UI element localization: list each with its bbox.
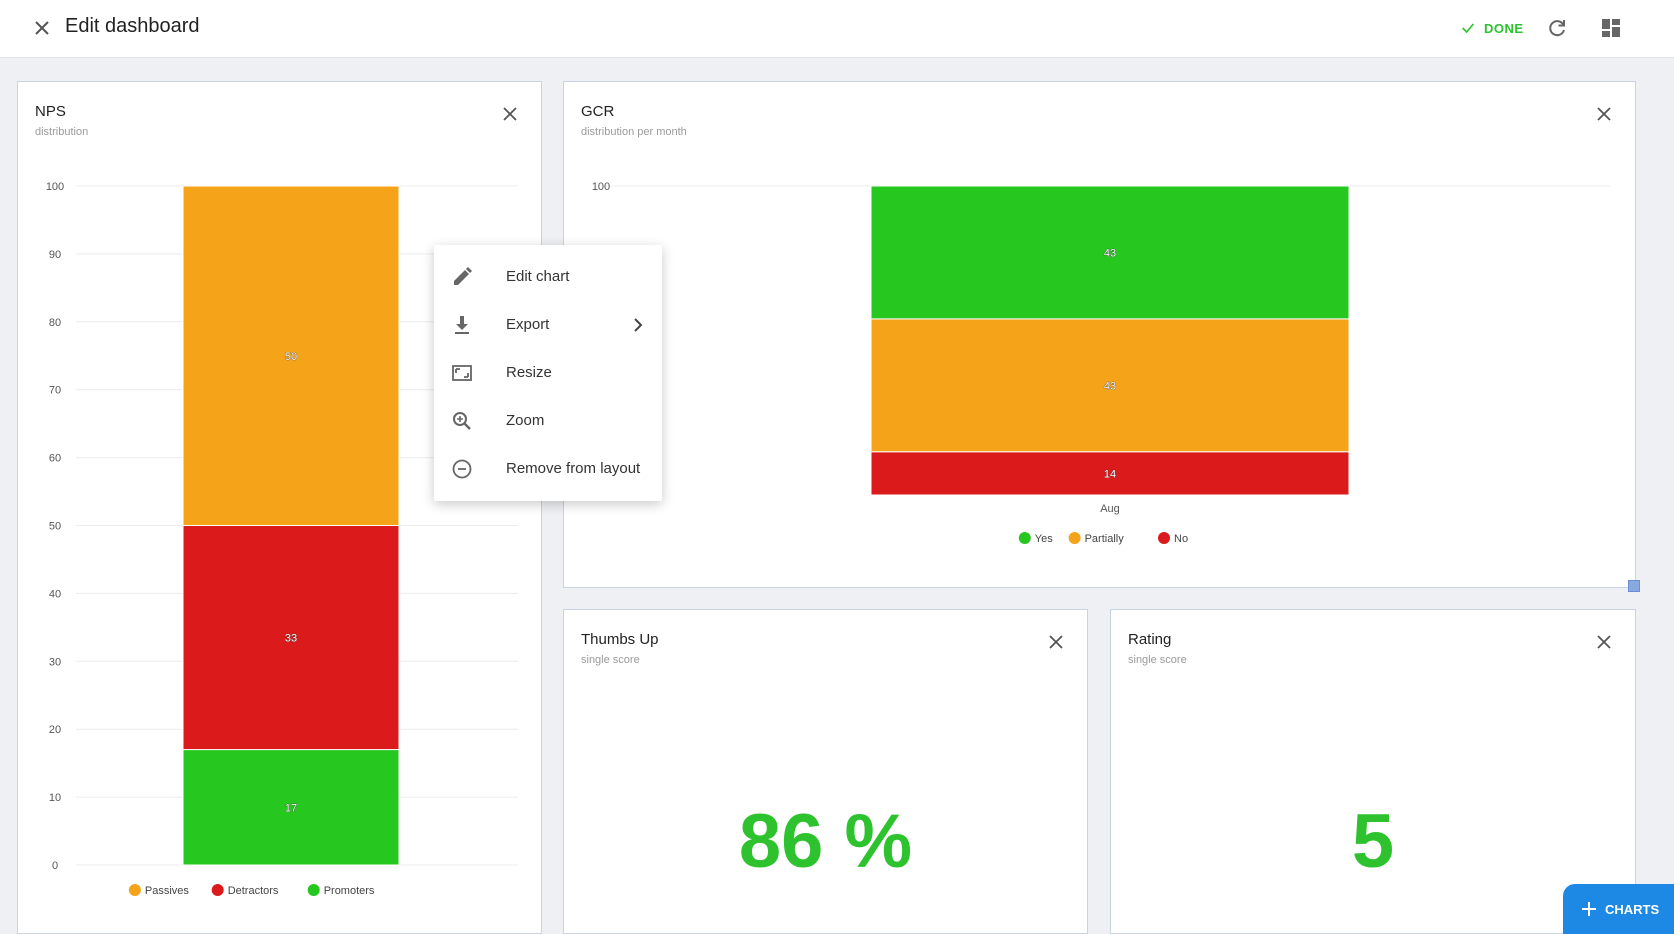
score-value: 86 % (738, 799, 913, 884)
menu-item-zoom[interactable]: Zoom (434, 397, 662, 445)
gcr-chart: 100 14 43 43 Aug Yes Partially No (592, 181, 1610, 545)
bar-segment (870, 185, 1350, 320)
page-title: Edit dashboard (65, 15, 200, 37)
menu-item-label: Export (506, 316, 550, 333)
check-icon (1462, 23, 1474, 34)
legend-label: Partially (1085, 533, 1125, 545)
menu-item-resize[interactable]: Resize (434, 349, 662, 397)
card-subtitle: single score (1128, 654, 1187, 666)
y-tick-label: 40 (49, 588, 61, 600)
add-charts-label: CHARTS (1605, 901, 1660, 917)
data-label: 50 (285, 351, 297, 363)
y-tick-label: 50 (49, 521, 61, 533)
card-title: Thumbs Up (581, 631, 659, 648)
score-value: 5 (1351, 799, 1395, 884)
minus-circle-icon (452, 459, 472, 479)
resize-handle[interactable] (1628, 580, 1640, 592)
close-card-icon[interactable] (500, 104, 520, 124)
close-card-icon[interactable] (1594, 104, 1614, 124)
y-tick-label: 10 (49, 792, 61, 804)
bar-segment (870, 318, 1350, 453)
menu-item-label: Edit chart (506, 268, 570, 285)
top-bar: Edit dashboard DONE (0, 0, 1674, 58)
data-label: 17 (285, 802, 297, 814)
data-label: 14 (1104, 468, 1116, 480)
legend-label: No (1174, 533, 1188, 545)
card-title: Rating (1128, 631, 1172, 648)
menu-item-remove-from-layout[interactable]: Remove from layout (434, 445, 662, 493)
card-title: GCR (581, 103, 615, 120)
chevron-right-icon (634, 318, 643, 332)
data-label: 43 (1104, 380, 1116, 392)
bar-segment (870, 451, 1350, 496)
close-icon[interactable] (30, 16, 54, 40)
card-subtitle: distribution per month (581, 126, 687, 138)
y-tick-label: 60 (49, 453, 61, 465)
legend-label: Promoters (324, 885, 375, 897)
card-title: NPS (35, 103, 66, 120)
zoom-icon (453, 412, 471, 430)
refresh-icon[interactable] (1545, 16, 1569, 40)
y-tick-label: 80 (49, 317, 61, 329)
done-label: DONE (1484, 20, 1524, 36)
close-card-icon[interactable] (1594, 632, 1614, 652)
legend-swatch (1068, 532, 1081, 544)
y-tick-label: 0 (52, 860, 58, 872)
close-card-icon[interactable] (1046, 632, 1066, 652)
legend-label: Yes (1035, 533, 1053, 545)
y-tick-label: 100 (592, 181, 610, 193)
menu-item-label: Resize (506, 364, 552, 381)
y-tick-label: 70 (49, 385, 61, 397)
pencil-icon (454, 267, 472, 285)
menu-item-label: Zoom (506, 412, 545, 429)
card-subtitle: single score (581, 654, 640, 666)
dashboard-grid-icon[interactable] (1599, 16, 1623, 40)
gcr-card: GCR distribution per month 100 14 43 43 Aug Y… (563, 81, 1636, 588)
legend-swatch (128, 884, 141, 896)
bar-segment (182, 749, 400, 866)
y-tick-label: 90 (49, 249, 61, 261)
menu-item-edit-chart[interactable]: Edit chart (434, 253, 662, 301)
done-button[interactable]: DONE (1460, 16, 1524, 40)
nps-chart: 0 10 20 30 40 50 60 70 80 90 100 17 33 50 Passives Detr… (46, 181, 518, 897)
x-tick-label: Aug (1100, 503, 1120, 515)
legend-swatch (307, 884, 320, 896)
menu-item-export[interactable]: Export (434, 301, 662, 349)
chart-context-menu: Edit chart Export Resize Zoom Rem (434, 245, 662, 501)
menu-item-label: Remove from layout (506, 460, 641, 477)
download-icon (455, 316, 469, 334)
data-label: 43 (1104, 247, 1116, 259)
data-label: 33 (285, 633, 297, 645)
plus-icon (1582, 902, 1596, 916)
add-charts-button[interactable]: CHARTS (1563, 884, 1674, 934)
y-tick-label: 100 (46, 181, 64, 193)
y-tick-label: 30 (49, 656, 61, 668)
rating-card: Rating single score 5 (1110, 609, 1636, 934)
legend-label: Detractors (228, 885, 279, 897)
legend-swatch (1018, 532, 1031, 544)
bar-segment (182, 185, 400, 526)
legend-swatch (211, 884, 224, 896)
y-tick-label: 20 (49, 724, 61, 736)
resize-icon (452, 365, 472, 381)
nps-card: NPS distribution 0 10 20 30 40 50 60 70 80 90 100 1… (17, 81, 542, 934)
legend-label: Passives (145, 885, 190, 897)
legend-swatch (1158, 532, 1170, 544)
card-subtitle: distribution (35, 126, 89, 138)
thumbs-up-card: Thumbs Up single score 86 % (563, 609, 1088, 934)
